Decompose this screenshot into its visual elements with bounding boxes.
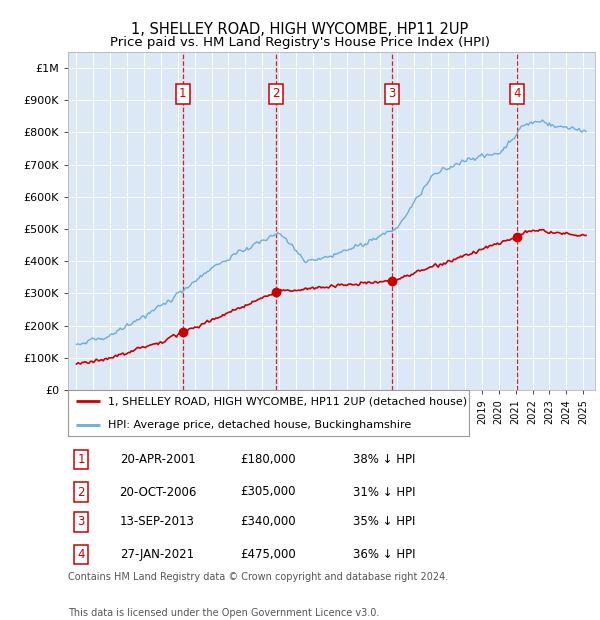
Text: 2: 2	[272, 87, 280, 100]
Text: £305,000: £305,000	[241, 485, 296, 498]
Text: Price paid vs. HM Land Registry's House Price Index (HPI): Price paid vs. HM Land Registry's House …	[110, 36, 490, 49]
Text: 20-APR-2001: 20-APR-2001	[120, 453, 196, 466]
Text: 1: 1	[179, 87, 187, 100]
Text: 3: 3	[389, 87, 396, 100]
Text: 13-SEP-2013: 13-SEP-2013	[120, 515, 195, 528]
Text: 38% ↓ HPI: 38% ↓ HPI	[353, 453, 415, 466]
Text: This data is licensed under the Open Government Licence v3.0.: This data is licensed under the Open Gov…	[68, 608, 379, 618]
Text: 1: 1	[77, 453, 85, 466]
Text: 20-OCT-2006: 20-OCT-2006	[119, 485, 196, 498]
Text: 27-JAN-2021: 27-JAN-2021	[121, 548, 194, 561]
Text: 4: 4	[77, 548, 85, 561]
Text: 31% ↓ HPI: 31% ↓ HPI	[353, 485, 415, 498]
Text: 2: 2	[77, 485, 85, 498]
Text: 1, SHELLEY ROAD, HIGH WYCOMBE, HP11 2UP: 1, SHELLEY ROAD, HIGH WYCOMBE, HP11 2UP	[131, 22, 469, 37]
Text: 36% ↓ HPI: 36% ↓ HPI	[353, 548, 415, 561]
Text: £340,000: £340,000	[241, 515, 296, 528]
Text: 1, SHELLEY ROAD, HIGH WYCOMBE, HP11 2UP (detached house): 1, SHELLEY ROAD, HIGH WYCOMBE, HP11 2UP …	[108, 396, 467, 406]
Text: Contains HM Land Registry data © Crown copyright and database right 2024.: Contains HM Land Registry data © Crown c…	[68, 572, 448, 583]
Text: 35% ↓ HPI: 35% ↓ HPI	[353, 515, 415, 528]
Text: HPI: Average price, detached house, Buckinghamshire: HPI: Average price, detached house, Buck…	[108, 420, 412, 430]
Text: 4: 4	[513, 87, 521, 100]
Text: £475,000: £475,000	[241, 548, 296, 561]
Text: 3: 3	[77, 515, 85, 528]
FancyBboxPatch shape	[68, 390, 469, 436]
Text: £180,000: £180,000	[241, 453, 296, 466]
